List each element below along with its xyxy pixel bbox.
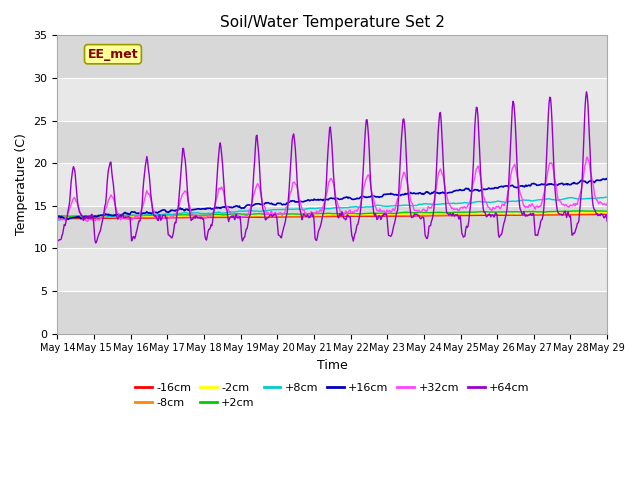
+2cm [579, 208, 586, 214]
-2cm [120, 214, 128, 219]
-8cm [400, 212, 408, 218]
+2cm [400, 210, 408, 216]
+2cm [67, 214, 74, 219]
+8cm [604, 194, 611, 200]
Bar [58, 78, 607, 120]
+32cm [400, 169, 408, 175]
-2cm [54, 215, 61, 220]
+8cm [54, 217, 62, 223]
-2cm [593, 210, 601, 216]
+16cm [205, 205, 213, 211]
+8cm [64, 216, 72, 221]
+64cm [416, 215, 424, 221]
+32cm [584, 154, 591, 160]
+64cm [205, 227, 213, 232]
Text: EE_met: EE_met [88, 48, 138, 60]
+16cm [400, 192, 408, 198]
+64cm [604, 218, 611, 224]
+16cm [602, 176, 610, 181]
+32cm [63, 211, 71, 217]
+64cm [63, 214, 71, 219]
-16cm [121, 215, 129, 221]
-2cm [399, 211, 407, 217]
-16cm [205, 215, 213, 220]
-2cm [415, 211, 423, 217]
Title: Soil/Water Temperature Set 2: Soil/Water Temperature Set 2 [220, 15, 445, 30]
Line: -16cm: -16cm [58, 215, 607, 218]
+64cm [54, 239, 61, 244]
+2cm [205, 212, 213, 217]
-16cm [63, 216, 71, 221]
+32cm [121, 216, 129, 221]
+2cm [416, 210, 424, 216]
Bar [58, 163, 607, 206]
Line: -2cm: -2cm [58, 213, 607, 217]
+16cm [64, 216, 72, 222]
+2cm [54, 213, 61, 219]
+16cm [416, 190, 424, 196]
+32cm [177, 196, 184, 202]
+64cm [582, 89, 590, 95]
-8cm [604, 211, 611, 216]
-8cm [205, 214, 213, 219]
Line: +8cm: +8cm [58, 197, 607, 220]
+32cm [83, 218, 91, 224]
+32cm [54, 216, 61, 222]
Bar [58, 249, 607, 291]
-16cm [604, 212, 611, 217]
-8cm [64, 215, 72, 221]
-8cm [62, 215, 70, 221]
Legend: -16cm, -8cm, -2cm, +2cm, +8cm, +16cm, +32cm, +64cm: -16cm, -8cm, -2cm, +2cm, +8cm, +16cm, +3… [131, 378, 534, 412]
Line: +2cm: +2cm [58, 211, 607, 216]
Line: -8cm: -8cm [58, 214, 607, 218]
+64cm [400, 116, 408, 122]
-16cm [416, 213, 424, 219]
-8cm [177, 214, 184, 220]
+2cm [177, 212, 184, 218]
-16cm [177, 215, 184, 220]
+8cm [416, 202, 424, 207]
X-axis label: Time: Time [317, 359, 348, 372]
+16cm [604, 176, 611, 182]
+32cm [205, 214, 213, 220]
Bar [58, 36, 607, 78]
+8cm [121, 213, 129, 218]
+16cm [121, 210, 129, 216]
-16cm [54, 216, 61, 221]
+8cm [400, 203, 408, 208]
-16cm [77, 216, 85, 221]
-2cm [205, 213, 212, 218]
Line: +64cm: +64cm [58, 92, 607, 243]
+16cm [177, 205, 184, 211]
+2cm [604, 208, 611, 214]
+8cm [54, 217, 61, 223]
-8cm [416, 212, 424, 218]
+8cm [205, 210, 213, 216]
-2cm [176, 213, 184, 219]
Bar [58, 120, 607, 163]
-2cm [63, 214, 71, 220]
+2cm [63, 213, 71, 219]
Line: +16cm: +16cm [58, 179, 607, 219]
Bar [58, 291, 607, 334]
+64cm [121, 215, 129, 221]
-16cm [400, 213, 408, 219]
+64cm [177, 175, 184, 180]
+2cm [121, 213, 129, 218]
Bar [58, 206, 607, 249]
+8cm [177, 211, 184, 216]
-16cm [601, 212, 609, 217]
+64cm [92, 240, 99, 246]
-8cm [602, 211, 610, 216]
+16cm [62, 216, 70, 222]
+16cm [54, 215, 61, 220]
Y-axis label: Temperature (C): Temperature (C) [15, 133, 28, 236]
-8cm [54, 215, 61, 221]
+32cm [416, 209, 424, 215]
Line: +32cm: +32cm [58, 157, 607, 221]
+32cm [604, 201, 611, 206]
-2cm [604, 210, 611, 216]
-8cm [121, 215, 129, 220]
